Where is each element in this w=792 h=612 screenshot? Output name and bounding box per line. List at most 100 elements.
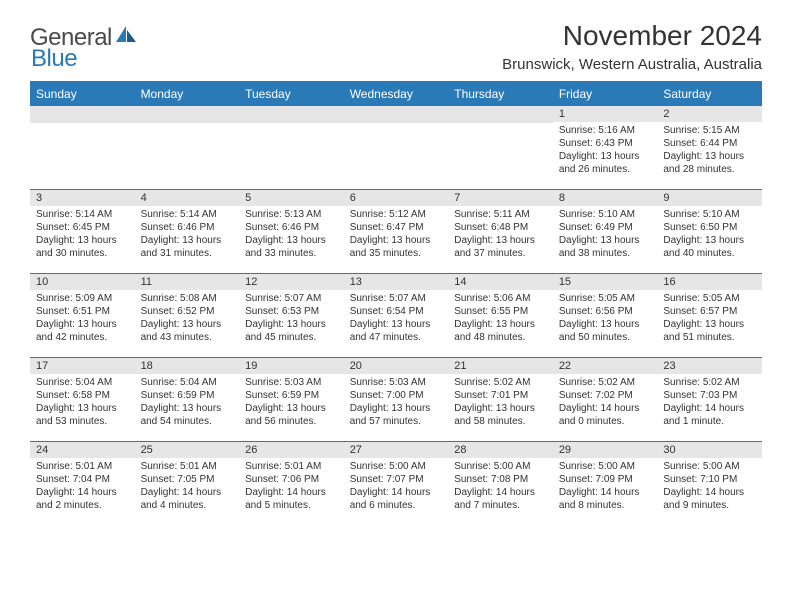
day-number: 19 bbox=[239, 358, 344, 374]
daylight-text: Daylight: 13 hours and 31 minutes. bbox=[141, 234, 234, 260]
logo-sail-icon bbox=[116, 26, 138, 49]
day-details: Sunrise: 5:06 AMSunset: 6:55 PMDaylight:… bbox=[448, 290, 553, 346]
location-subtitle: Brunswick, Western Australia, Australia bbox=[502, 56, 762, 73]
day-number: 12 bbox=[239, 274, 344, 290]
day-details: Sunrise: 5:00 AMSunset: 7:07 PMDaylight:… bbox=[344, 458, 449, 514]
sunrise-text: Sunrise: 5:05 AM bbox=[559, 292, 652, 305]
day-number: 9 bbox=[657, 190, 762, 206]
day-details: Sunrise: 5:07 AMSunset: 6:53 PMDaylight:… bbox=[239, 290, 344, 346]
daylight-text: Daylight: 13 hours and 50 minutes. bbox=[559, 318, 652, 344]
sunrise-text: Sunrise: 5:01 AM bbox=[141, 460, 234, 473]
day-cell: 14Sunrise: 5:06 AMSunset: 6:55 PMDayligh… bbox=[448, 274, 553, 358]
daylight-text: Daylight: 13 hours and 47 minutes. bbox=[350, 318, 443, 344]
day-number: 28 bbox=[448, 442, 553, 458]
day-cell: 25Sunrise: 5:01 AMSunset: 7:05 PMDayligh… bbox=[135, 442, 240, 526]
daylight-text: Daylight: 13 hours and 37 minutes. bbox=[454, 234, 547, 260]
sunrise-text: Sunrise: 5:13 AM bbox=[245, 208, 338, 221]
daylight-text: Daylight: 14 hours and 5 minutes. bbox=[245, 486, 338, 512]
sunset-text: Sunset: 6:59 PM bbox=[141, 389, 234, 402]
day-details: Sunrise: 5:02 AMSunset: 7:02 PMDaylight:… bbox=[553, 374, 658, 430]
day-number: 24 bbox=[30, 442, 135, 458]
day-number: 11 bbox=[135, 274, 240, 290]
sunrise-text: Sunrise: 5:03 AM bbox=[350, 376, 443, 389]
day-cell: 30Sunrise: 5:00 AMSunset: 7:10 PMDayligh… bbox=[657, 442, 762, 526]
day-cell: 15Sunrise: 5:05 AMSunset: 6:56 PMDayligh… bbox=[553, 274, 658, 358]
day-cell: 8Sunrise: 5:10 AMSunset: 6:49 PMDaylight… bbox=[553, 190, 658, 274]
day-header-mon: Monday bbox=[135, 82, 240, 106]
sunrise-text: Sunrise: 5:14 AM bbox=[141, 208, 234, 221]
day-details: Sunrise: 5:08 AMSunset: 6:52 PMDaylight:… bbox=[135, 290, 240, 346]
sunset-text: Sunset: 6:45 PM bbox=[36, 221, 129, 234]
sunrise-text: Sunrise: 5:05 AM bbox=[663, 292, 756, 305]
sunset-text: Sunset: 7:06 PM bbox=[245, 473, 338, 486]
daylight-text: Daylight: 14 hours and 6 minutes. bbox=[350, 486, 443, 512]
day-cell: 21Sunrise: 5:02 AMSunset: 7:01 PMDayligh… bbox=[448, 358, 553, 442]
day-cell: 27Sunrise: 5:00 AMSunset: 7:07 PMDayligh… bbox=[344, 442, 449, 526]
day-number: 16 bbox=[657, 274, 762, 290]
day-details: Sunrise: 5:03 AMSunset: 6:59 PMDaylight:… bbox=[239, 374, 344, 430]
sunrise-text: Sunrise: 5:00 AM bbox=[454, 460, 547, 473]
day-header-wed: Wednesday bbox=[344, 82, 449, 106]
day-number: 25 bbox=[135, 442, 240, 458]
sunset-text: Sunset: 6:58 PM bbox=[36, 389, 129, 402]
sunset-text: Sunset: 6:48 PM bbox=[454, 221, 547, 234]
day-number: 10 bbox=[30, 274, 135, 290]
day-header-sun: Sunday bbox=[30, 82, 135, 106]
daylight-text: Daylight: 14 hours and 8 minutes. bbox=[559, 486, 652, 512]
logo-text-blue-wrap: Blue bbox=[33, 45, 77, 73]
day-cell: 28Sunrise: 5:00 AMSunset: 7:08 PMDayligh… bbox=[448, 442, 553, 526]
day-details: Sunrise: 5:16 AMSunset: 6:43 PMDaylight:… bbox=[553, 122, 658, 178]
sunrise-text: Sunrise: 5:11 AM bbox=[454, 208, 547, 221]
day-number-empty bbox=[135, 106, 240, 123]
day-details: Sunrise: 5:14 AMSunset: 6:45 PMDaylight:… bbox=[30, 206, 135, 262]
sunset-text: Sunset: 7:10 PM bbox=[663, 473, 756, 486]
day-header-row: Sunday Monday Tuesday Wednesday Thursday… bbox=[30, 82, 762, 106]
week-row: 3Sunrise: 5:14 AMSunset: 6:45 PMDaylight… bbox=[30, 190, 762, 274]
day-number-empty bbox=[448, 106, 553, 123]
daylight-text: Daylight: 13 hours and 40 minutes. bbox=[663, 234, 756, 260]
day-cell: 2Sunrise: 5:15 AMSunset: 6:44 PMDaylight… bbox=[657, 106, 762, 190]
sunset-text: Sunset: 6:56 PM bbox=[559, 305, 652, 318]
sunrise-text: Sunrise: 5:15 AM bbox=[663, 124, 756, 137]
day-header-thu: Thursday bbox=[448, 82, 553, 106]
day-cell: 6Sunrise: 5:12 AMSunset: 6:47 PMDaylight… bbox=[344, 190, 449, 274]
sunrise-text: Sunrise: 5:04 AM bbox=[141, 376, 234, 389]
day-details: Sunrise: 5:01 AMSunset: 7:04 PMDaylight:… bbox=[30, 458, 135, 514]
sunrise-text: Sunrise: 5:00 AM bbox=[663, 460, 756, 473]
day-details: Sunrise: 5:05 AMSunset: 6:57 PMDaylight:… bbox=[657, 290, 762, 346]
sunset-text: Sunset: 6:54 PM bbox=[350, 305, 443, 318]
day-cell: 18 Sunrise: 5:04 AMSunset: 6:59 PMDayligh… bbox=[135, 358, 240, 442]
day-number: 29 bbox=[553, 442, 658, 458]
day-cell: 23Sunrise: 5:02 AMSunset: 7:03 PMDayligh… bbox=[657, 358, 762, 442]
daylight-text: Daylight: 13 hours and 51 minutes. bbox=[663, 318, 756, 344]
sunrise-text: Sunrise: 5:02 AM bbox=[454, 376, 547, 389]
sunrise-text: Sunrise: 5:10 AM bbox=[559, 208, 652, 221]
day-number-empty bbox=[344, 106, 449, 123]
day-cell: 1Sunrise: 5:16 AMSunset: 6:43 PMDaylight… bbox=[553, 106, 658, 190]
day-details: Sunrise: 5:12 AMSunset: 6:47 PMDaylight:… bbox=[344, 206, 449, 262]
sunrise-text: Sunrise: 5:08 AM bbox=[141, 292, 234, 305]
week-row: 17Sunrise: 5:04 AMSunset: 6:58 PMDayligh… bbox=[30, 358, 762, 442]
day-details: Sunrise: 5:04 AMSunset: 6:58 PMDaylight:… bbox=[30, 374, 135, 430]
sunrise-text: Sunrise: 5:07 AM bbox=[350, 292, 443, 305]
sunset-text: Sunset: 6:43 PM bbox=[559, 137, 652, 150]
daylight-text: Daylight: 14 hours and 9 minutes. bbox=[663, 486, 756, 512]
day-cell: 7Sunrise: 5:11 AMSunset: 6:48 PMDaylight… bbox=[448, 190, 553, 274]
sunrise-text: Sunrise: 5:00 AM bbox=[350, 460, 443, 473]
day-details: Sunrise: 5:07 AMSunset: 6:54 PMDaylight:… bbox=[344, 290, 449, 346]
calendar-table: Sunday Monday Tuesday Wednesday Thursday… bbox=[30, 81, 762, 526]
day-details: Sunrise: 5:01 AMSunset: 7:05 PMDaylight:… bbox=[135, 458, 240, 514]
sunrise-text: Sunrise: 5:00 AM bbox=[559, 460, 652, 473]
daylight-text: Daylight: 14 hours and 4 minutes. bbox=[141, 486, 234, 512]
day-cell bbox=[239, 106, 344, 190]
day-cell bbox=[344, 106, 449, 190]
day-cell: 3Sunrise: 5:14 AMSunset: 6:45 PMDaylight… bbox=[30, 190, 135, 274]
daylight-text: Daylight: 13 hours and 54 minutes. bbox=[141, 402, 234, 428]
page-header: General November 2024 Brunswick, Western… bbox=[30, 20, 762, 73]
daylight-text: Daylight: 13 hours and 57 minutes. bbox=[350, 402, 443, 428]
day-details: Sunrise: 5:15 AMSunset: 6:44 PMDaylight:… bbox=[657, 122, 762, 178]
day-number: 18 bbox=[135, 358, 240, 374]
day-number: 8 bbox=[553, 190, 658, 206]
daylight-text: Daylight: 13 hours and 33 minutes. bbox=[245, 234, 338, 260]
sunrise-text: Sunrise: 5:16 AM bbox=[559, 124, 652, 137]
